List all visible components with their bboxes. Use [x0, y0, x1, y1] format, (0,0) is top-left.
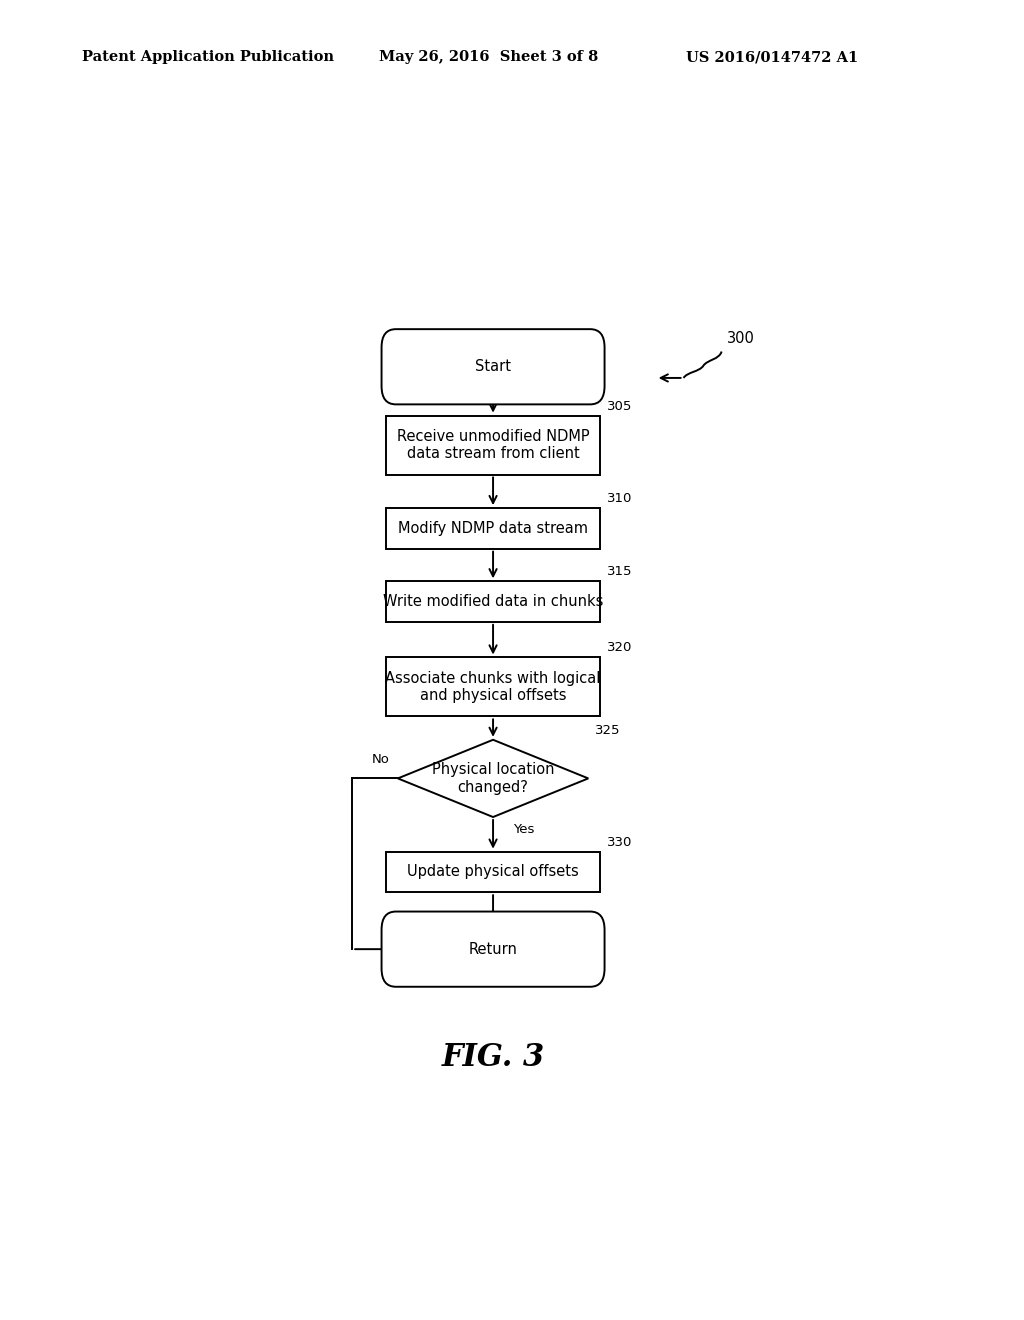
- Text: Patent Application Publication: Patent Application Publication: [82, 50, 334, 65]
- Text: FIG. 3: FIG. 3: [441, 1043, 545, 1073]
- Text: 325: 325: [595, 723, 621, 737]
- FancyBboxPatch shape: [382, 912, 604, 987]
- Polygon shape: [397, 739, 588, 817]
- Text: 330: 330: [606, 836, 632, 849]
- Text: 310: 310: [606, 492, 632, 506]
- Text: Write modified data in chunks: Write modified data in chunks: [383, 594, 603, 609]
- Text: 305: 305: [606, 400, 632, 412]
- Text: Return: Return: [469, 941, 517, 957]
- Text: Physical location
changed?: Physical location changed?: [432, 762, 554, 795]
- Text: Receive unmodified NDMP
data stream from client: Receive unmodified NDMP data stream from…: [396, 429, 590, 461]
- Text: 320: 320: [606, 642, 632, 655]
- FancyBboxPatch shape: [386, 851, 600, 892]
- FancyBboxPatch shape: [382, 329, 604, 404]
- FancyBboxPatch shape: [386, 416, 600, 474]
- Text: Update physical offsets: Update physical offsets: [408, 865, 579, 879]
- Text: No: No: [372, 754, 390, 766]
- FancyBboxPatch shape: [386, 657, 600, 717]
- Text: Start: Start: [475, 359, 511, 375]
- Text: Associate chunks with logical
and physical offsets: Associate chunks with logical and physic…: [385, 671, 601, 704]
- Text: Yes: Yes: [513, 822, 535, 836]
- FancyBboxPatch shape: [386, 508, 600, 549]
- Text: 315: 315: [606, 565, 632, 578]
- Text: May 26, 2016  Sheet 3 of 8: May 26, 2016 Sheet 3 of 8: [379, 50, 598, 65]
- FancyBboxPatch shape: [386, 581, 600, 622]
- Text: Modify NDMP data stream: Modify NDMP data stream: [398, 521, 588, 536]
- Text: 300: 300: [727, 331, 755, 346]
- Text: US 2016/0147472 A1: US 2016/0147472 A1: [686, 50, 858, 65]
